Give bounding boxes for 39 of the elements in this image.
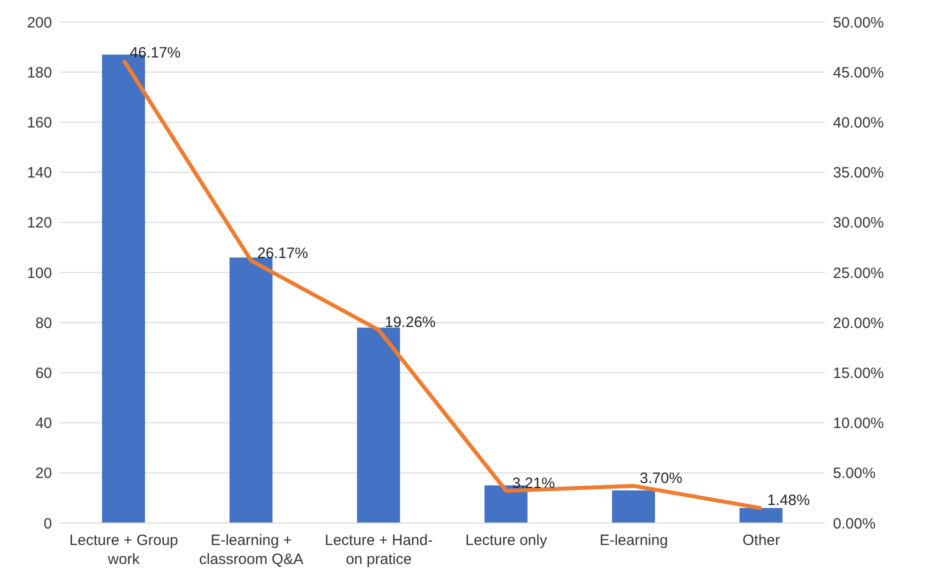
data-label: 1.48% [767,492,810,510]
y-tick-label: 160 [26,114,52,132]
x-tick-label: Lecture + Hand-on pratice [324,532,433,568]
y-tick-label: 140 [26,164,52,182]
data-label: 3.70% [640,470,682,487]
y2-tick-label: 40.00% [833,114,884,132]
y2-tick-label: 45.00% [833,64,884,82]
bar [612,490,655,523]
y2-tick-label: 30.00% [833,214,884,232]
y2-tick-label: 35.00% [833,164,884,182]
y2-tick-label: 20.00% [833,314,884,332]
line-series [122,58,764,510]
x-tick-label: Other [742,532,780,549]
bar [740,508,782,523]
data-label: 3.21% [512,474,555,492]
data-label: 46.17% [130,44,181,62]
x-tick-label: E-learning + classroom Q&A [199,532,304,568]
y2-tick-label: 50.00% [833,14,884,32]
y-tick-label: 200 [26,14,52,32]
y-tick-label: 60 [35,365,52,382]
data-label: 26.17% [257,244,308,262]
x-tick-label: E-learning [600,532,668,549]
x-tick-label: Lecture + Group work [69,532,178,568]
y2-tick-label: 10.00% [833,415,884,432]
bar [230,257,272,523]
y2-tick-label: 25.00% [833,264,884,282]
y2-tick-label: 15.00% [833,365,884,382]
y2-tick-label: 0.00% [833,515,876,532]
data-label: 19.26% [384,314,436,332]
y-tick-label: 180 [26,64,52,82]
y-tick-label: 100 [26,264,52,282]
y-tick-label: 0 [44,515,52,532]
y-tick-label: 40 [35,415,52,432]
y-tick-label: 20 [35,465,52,482]
bar [357,328,400,523]
y-tick-label: 120 [26,214,52,232]
x-tick-label: Lecture only [465,532,548,549]
y2-tick-label: 5.00% [833,465,876,482]
y-tick-label: 80 [35,314,52,332]
